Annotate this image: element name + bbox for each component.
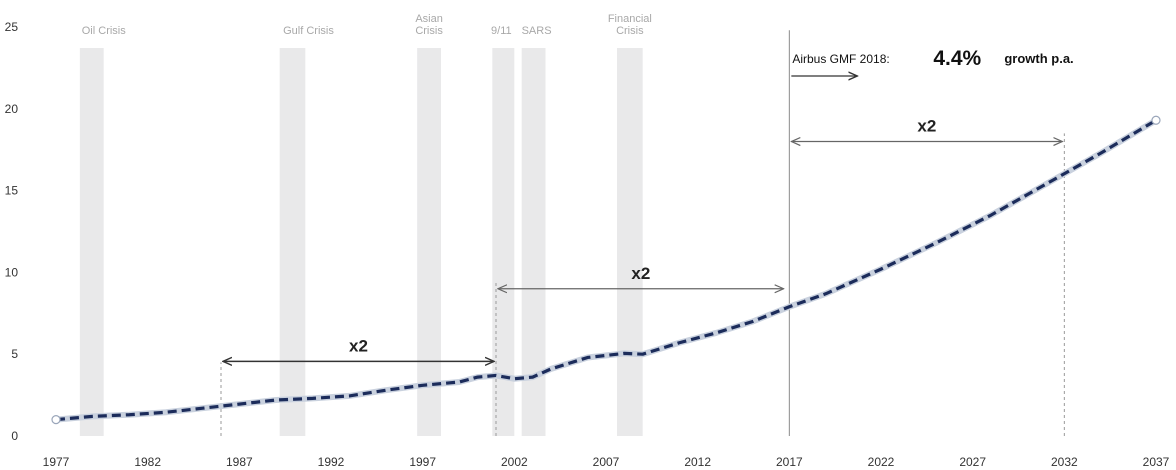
x-tick-label: 2017 bbox=[776, 455, 803, 469]
crisis-label-line: SARS bbox=[522, 25, 552, 37]
x-tick-label: 2002 bbox=[501, 455, 528, 469]
x-tick-label: 1987 bbox=[226, 455, 253, 469]
crisis-label: 9/11 bbox=[491, 25, 512, 37]
series-start-point bbox=[51, 415, 61, 425]
y-tick-label: 15 bbox=[5, 184, 19, 198]
crisis-label: Asian Crisis bbox=[415, 13, 443, 37]
y-tick-label: 0 bbox=[11, 429, 18, 443]
x-tick-label: 2012 bbox=[684, 455, 711, 469]
y-tick-label: 5 bbox=[11, 347, 18, 361]
crisis-band bbox=[79, 48, 104, 436]
crisis-label: Gulf Crisis bbox=[283, 25, 334, 37]
series-end-point bbox=[1151, 115, 1161, 125]
crisis-band bbox=[492, 48, 515, 436]
annotation-value: 4.4% bbox=[933, 47, 981, 70]
crisis-label: SARS bbox=[522, 25, 552, 37]
doubling-arrows: x2 x2 x2 bbox=[223, 117, 1062, 362]
series-layer bbox=[51, 115, 1161, 425]
crisis-label-line: Asian bbox=[415, 13, 443, 25]
x-tick-label: 2032 bbox=[1051, 455, 1078, 469]
crisis-label-line: Financial bbox=[608, 13, 652, 25]
annotation-prefix: Airbus GMF 2018: bbox=[792, 52, 889, 66]
guide-lines bbox=[220, 30, 1065, 436]
annotation-suffix: growth p.a. bbox=[1004, 51, 1073, 66]
y-tick-label: 25 bbox=[5, 20, 19, 34]
crisis-label-line: Crisis bbox=[415, 25, 443, 37]
x-tick-label: 1992 bbox=[318, 455, 345, 469]
axes: 0 5 10 15 20 25 1977 1982 1987 1992 1997 2002 2007 20… bbox=[5, 20, 1170, 469]
crisis-band bbox=[617, 48, 643, 436]
x-tick-label: 2037 bbox=[1143, 455, 1170, 469]
doubling-label: x2 bbox=[917, 117, 936, 136]
series-line bbox=[55, 118, 1157, 422]
doubling-label: x2 bbox=[349, 336, 368, 355]
crisis-label: Financial Crisis bbox=[608, 13, 652, 37]
doubling-label: x2 bbox=[631, 264, 650, 283]
x-tick-label: 2027 bbox=[959, 455, 986, 469]
crisis-band bbox=[279, 48, 306, 436]
crisis-label-line: Oil Crisis bbox=[82, 25, 126, 37]
x-tick-label: 2007 bbox=[593, 455, 620, 469]
x-tick-label: 1997 bbox=[409, 455, 436, 469]
crisis-bands bbox=[79, 48, 643, 436]
x-tick-label: 1977 bbox=[43, 455, 70, 469]
crisis-band bbox=[417, 48, 441, 436]
crisis-label-line: 9/11 bbox=[491, 25, 512, 37]
crisis-label: Oil Crisis bbox=[82, 25, 126, 37]
x-tick-label: 1982 bbox=[134, 455, 161, 469]
crisis-label-line: Crisis bbox=[616, 25, 644, 37]
crisis-band bbox=[521, 48, 546, 436]
y-tick-label: 10 bbox=[5, 265, 19, 279]
y-tick-label: 20 bbox=[5, 102, 19, 116]
crisis-label-line: Gulf Crisis bbox=[283, 25, 334, 37]
x-tick-label: 2022 bbox=[868, 455, 895, 469]
growth-annotation: Airbus GMF 2018: 4.4% growth p.a. bbox=[791, 47, 1074, 76]
